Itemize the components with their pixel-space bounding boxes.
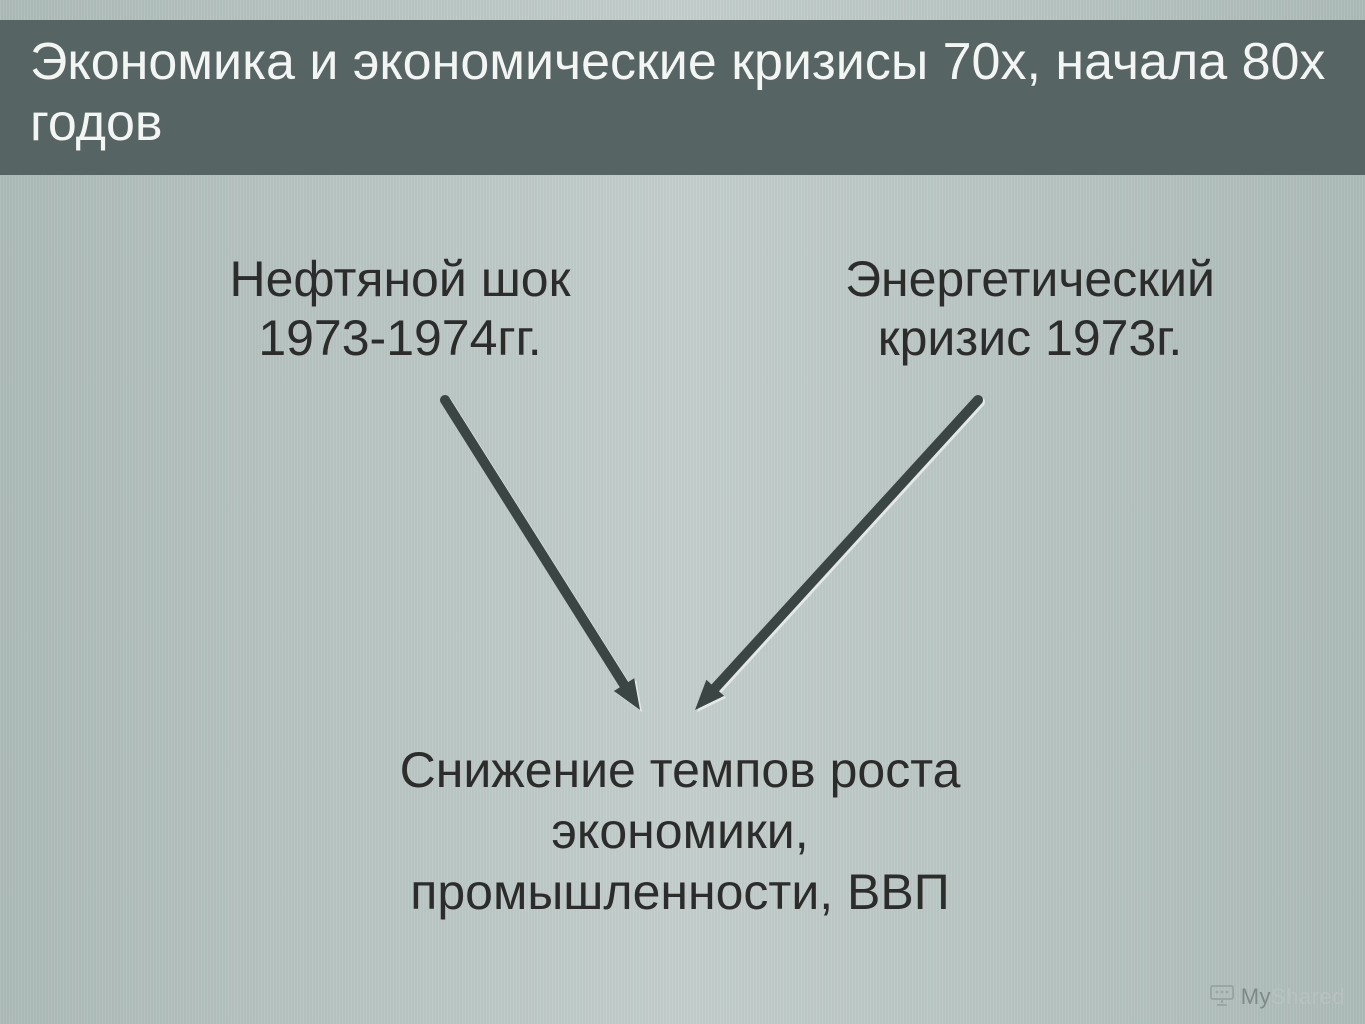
slide: Экономика и экономические кризисы 70х, н… bbox=[0, 0, 1365, 1024]
presentation-icon bbox=[1209, 984, 1235, 1012]
cause-right-node: Энергетический кризис 1973г. bbox=[790, 250, 1270, 368]
result-line3: промышленности, ВВП bbox=[230, 862, 1130, 923]
presentation-icon-dot bbox=[1225, 991, 1228, 994]
watermark: MyShared bbox=[1209, 984, 1345, 1012]
cause-left-line2: 1973-1974гг. bbox=[160, 309, 640, 368]
presentation-icon-dot bbox=[1215, 991, 1218, 994]
watermark-prefix: My bbox=[1241, 984, 1271, 1009]
watermark-suffix: Shared bbox=[1271, 984, 1345, 1009]
presentation-icon-dot bbox=[1220, 991, 1223, 994]
slide-title: Экономика и экономические кризисы 70х, н… bbox=[0, 20, 1365, 175]
cause-right-line1: Энергетический bbox=[790, 250, 1270, 309]
cause-right-line2: кризис 1973г. bbox=[790, 309, 1270, 368]
result-node: Снижение темпов роста экономики, промышл… bbox=[230, 740, 1130, 923]
cause-left-line1: Нефтяной шок bbox=[160, 250, 640, 309]
arrow-right bbox=[695, 400, 980, 712]
result-line2: экономики, bbox=[230, 801, 1130, 862]
arrow-left bbox=[445, 400, 642, 712]
cause-left-node: Нефтяной шок 1973-1974гг. bbox=[160, 250, 640, 368]
result-line1: Снижение темпов роста bbox=[230, 740, 1130, 801]
